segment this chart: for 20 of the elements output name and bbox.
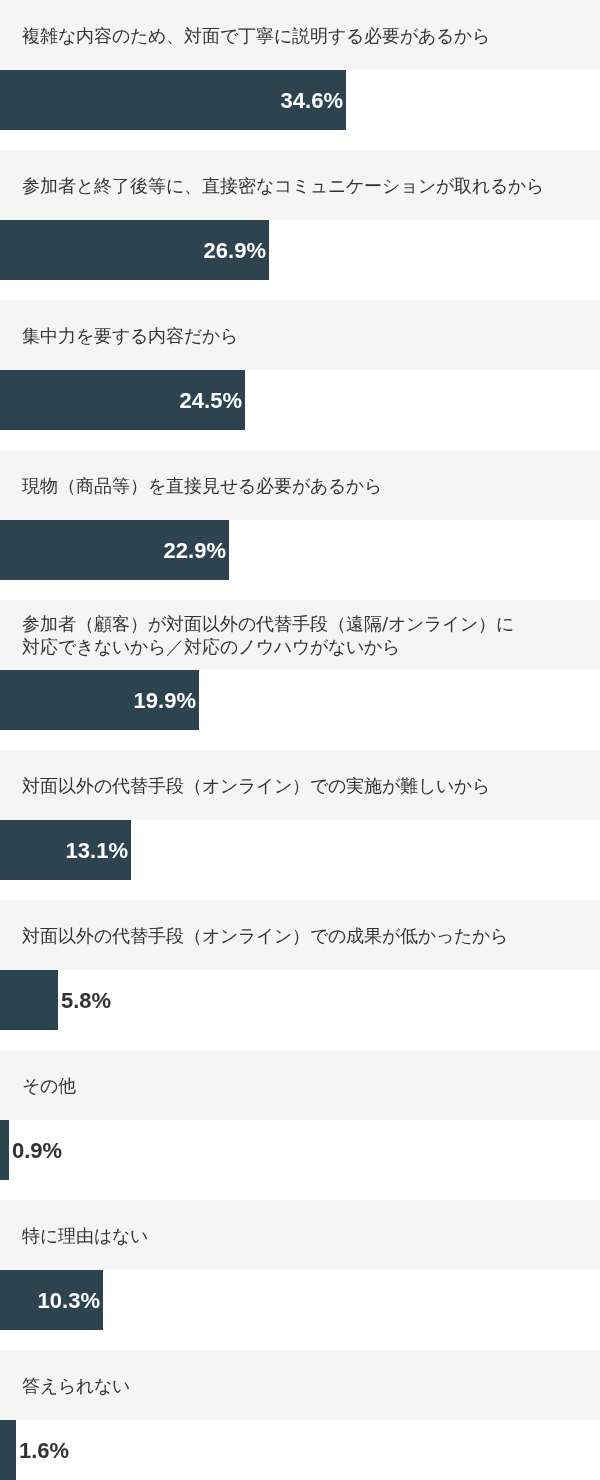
y-tick-label: 答えられない xyxy=(22,1375,130,1396)
y-tick-label: 対面以外の代替手段（オンライン）での成果が低かったから xyxy=(22,925,508,946)
data-label: 22.9% xyxy=(163,537,226,563)
data-label: 13.1% xyxy=(65,837,128,863)
data-label: 34.6% xyxy=(280,87,343,113)
data-label: 1.6% xyxy=(19,1437,70,1463)
data-label: 0.9% xyxy=(12,1137,63,1163)
y-tick-label: 参加者（顧客）が対面以外の代替手段（遠隔/オンライン）に対応できないから／対応のノウハウがないから xyxy=(22,613,515,658)
data-label: 24.5% xyxy=(179,387,242,413)
y-tick-label: 現物（商品等）を直接見せる必要があるから xyxy=(22,475,382,496)
y-tick-label: 参加者と終了後等に、直接密なコミュニケーションが取れるから xyxy=(22,175,544,196)
data-label: 26.9% xyxy=(203,237,266,263)
y-tick-label: その他 xyxy=(22,1075,76,1096)
data-label: 19.9% xyxy=(133,687,196,713)
data-label: 10.3% xyxy=(37,1287,100,1313)
y-tick-label: 対面以外の代替手段（オンライン）での実施が難しいから xyxy=(22,775,490,796)
y-tick-label: 集中力を要する内容だから xyxy=(22,325,238,346)
y-tick-label: 複雑な内容のため、対面で丁寧に説明する必要があるから xyxy=(22,25,490,46)
data-label: 5.8% xyxy=(61,987,112,1013)
y-tick-label: 特に理由はない xyxy=(22,1225,148,1246)
